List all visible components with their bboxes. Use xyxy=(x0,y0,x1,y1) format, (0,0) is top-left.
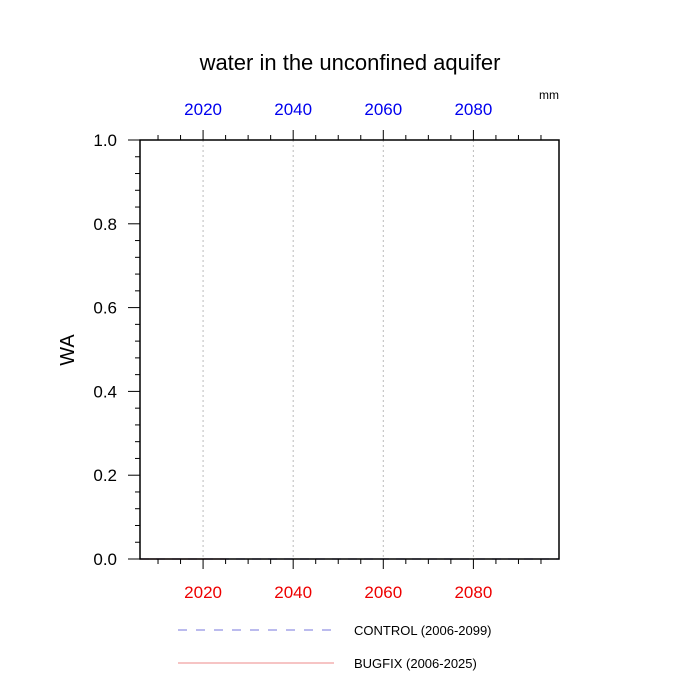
x-top-tick-label-2060: 2060 xyxy=(364,100,402,119)
y-tick-label-0.6: 0.6 xyxy=(93,299,117,318)
y-tick-label-0.0: 0.0 xyxy=(93,550,117,569)
y-tick-labels: 0.0 0.2 0.4 0.6 0.8 1.0 xyxy=(93,131,117,569)
x-bottom-tick-label-2020: 2020 xyxy=(184,583,222,602)
grid xyxy=(202,140,474,559)
chart-title: water in the unconfined aquifer xyxy=(199,50,501,75)
y-tick-label-1.0: 1.0 xyxy=(93,131,117,150)
ticks xyxy=(128,130,542,569)
x-top-tick-label-2040: 2040 xyxy=(274,100,312,119)
x-top-tick-label-2080: 2080 xyxy=(454,100,492,119)
x-bottom-tick-label-2060: 2060 xyxy=(364,583,402,602)
top-x-tick-labels: 2020 2040 2060 2080 xyxy=(184,100,492,119)
y-tick-label-0.4: 0.4 xyxy=(93,382,117,401)
legend-label-bugfix: BUGFIX (2006-2025) xyxy=(354,656,477,671)
legend: CONTROL (2006-2099) BUGFIX (2006-2025) xyxy=(178,623,492,671)
x-bottom-tick-label-2080: 2080 xyxy=(454,583,492,602)
y-tick-label-0.8: 0.8 xyxy=(93,215,117,234)
legend-label-control: CONTROL (2006-2099) xyxy=(354,623,492,638)
x-top-tick-label-2020: 2020 xyxy=(184,100,222,119)
bottom-x-tick-labels: 2020 2040 2060 2080 xyxy=(184,583,492,602)
y-axis-label: WA xyxy=(57,334,79,366)
plot-frame xyxy=(139,139,560,560)
x-bottom-tick-label-2040: 2040 xyxy=(274,583,312,602)
units-label: mm xyxy=(539,88,559,102)
y-tick-label-0.2: 0.2 xyxy=(93,466,117,485)
